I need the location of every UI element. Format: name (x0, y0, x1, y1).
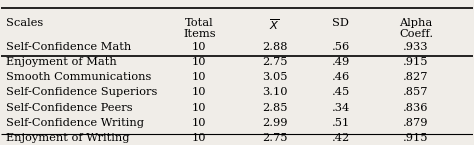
Text: 2.75: 2.75 (262, 133, 287, 143)
Text: .42: .42 (331, 133, 350, 143)
Text: .857: .857 (403, 87, 429, 97)
Text: 2.88: 2.88 (262, 42, 287, 52)
Text: 2.85: 2.85 (262, 103, 287, 113)
Text: .915: .915 (403, 57, 429, 67)
Text: .827: .827 (403, 72, 429, 82)
Text: Smooth Communications: Smooth Communications (6, 72, 152, 82)
Text: .46: .46 (331, 72, 350, 82)
Text: $\overline{X}$: $\overline{X}$ (269, 18, 280, 32)
Text: 10: 10 (192, 42, 207, 52)
Text: 10: 10 (192, 118, 207, 128)
Text: 10: 10 (192, 103, 207, 113)
Text: 3.05: 3.05 (262, 72, 287, 82)
Text: Alpha
Coeff.: Alpha Coeff. (399, 18, 433, 39)
Text: .879: .879 (403, 118, 429, 128)
Text: 10: 10 (192, 87, 207, 97)
Text: SD: SD (332, 18, 349, 28)
Text: Enjoyment of Writing: Enjoyment of Writing (6, 133, 129, 143)
Text: Enjoyment of Math: Enjoyment of Math (6, 57, 117, 67)
Text: .836: .836 (403, 103, 429, 113)
Text: 2.99: 2.99 (262, 118, 287, 128)
Text: Self-Confidence Math: Self-Confidence Math (6, 42, 131, 52)
Text: 2.75: 2.75 (262, 57, 287, 67)
Text: .56: .56 (331, 42, 350, 52)
Text: Self-Confidence Superiors: Self-Confidence Superiors (6, 87, 157, 97)
Text: Total
Items: Total Items (183, 18, 216, 39)
Text: 10: 10 (192, 72, 207, 82)
Text: .45: .45 (331, 87, 350, 97)
Text: Scales: Scales (6, 18, 43, 28)
Text: 10: 10 (192, 133, 207, 143)
Text: Self-Confidence Writing: Self-Confidence Writing (6, 118, 144, 128)
Text: .51: .51 (331, 118, 350, 128)
Text: .34: .34 (331, 103, 350, 113)
Text: .49: .49 (331, 57, 350, 67)
Text: 10: 10 (192, 57, 207, 67)
Text: 3.10: 3.10 (262, 87, 287, 97)
Text: .915: .915 (403, 133, 429, 143)
Text: Self-Confidence Peers: Self-Confidence Peers (6, 103, 133, 113)
Text: .933: .933 (403, 42, 429, 52)
